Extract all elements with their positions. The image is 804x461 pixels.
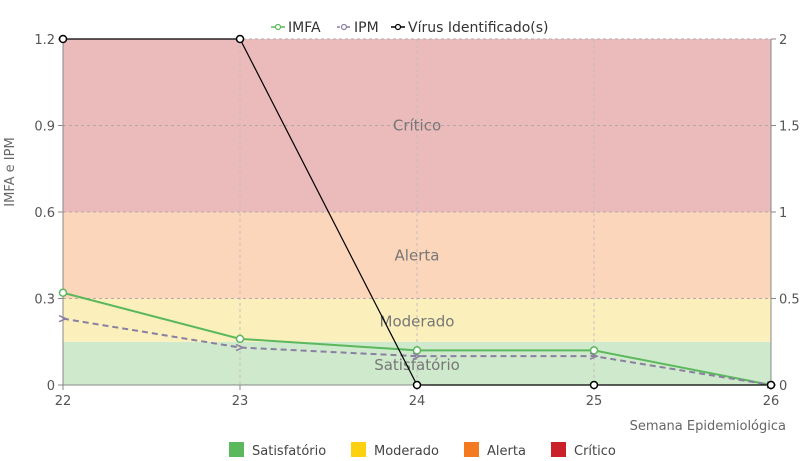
x-tick-label: 26	[763, 394, 780, 409]
data-point[interactable]	[589, 346, 599, 355]
legend-label: Satisfatório	[252, 444, 326, 459]
legend-item-imfa[interactable]: IMFA	[271, 20, 321, 36]
legend-marker	[340, 23, 348, 31]
legend-item-cr-tico[interactable]: Crítico	[551, 442, 616, 459]
data-point[interactable]	[589, 380, 599, 390]
band-label: Crítico	[393, 117, 441, 135]
legend-swatch	[351, 442, 366, 457]
data-point[interactable]	[412, 346, 422, 355]
data-point[interactable]	[412, 352, 422, 360]
legend-swatch	[551, 442, 566, 457]
legend-label: Vírus Identificado(s)	[408, 20, 549, 36]
legend-marker	[274, 23, 282, 31]
y-axis-title: IMFA e IPM	[3, 137, 18, 206]
y-tick-label: 0.9	[34, 120, 55, 135]
data-point[interactable]	[589, 352, 599, 360]
legend-label: Crítico	[574, 444, 616, 459]
y-tick-label: 1.2	[34, 33, 55, 48]
bottom-legend[interactable]: Satisfatório Moderado Alerta Crítico	[229, 442, 616, 459]
x-tick-label: 24	[409, 394, 426, 409]
y-tick-label: 0	[47, 379, 55, 394]
x-tick-label: 22	[55, 394, 72, 409]
y2-tick-label: 1.5	[779, 120, 800, 135]
legend-label: Alerta	[487, 444, 526, 459]
data-point[interactable]	[58, 34, 68, 44]
band-label: Alerta	[395, 246, 440, 264]
y2-tick-label: 1	[779, 206, 787, 221]
x-tick-label: 23	[232, 394, 249, 409]
y2-tick-label: 2	[779, 33, 787, 48]
data-point[interactable]	[235, 334, 245, 344]
band-label: Satisfatório	[374, 356, 460, 374]
x-axis-title: Semana Epidemiológica	[630, 419, 786, 434]
series-line-ipm	[62, 317, 772, 386]
band-label: Moderado	[380, 313, 455, 331]
data-point[interactable]	[58, 288, 68, 297]
data-point[interactable]	[235, 34, 245, 44]
series-points	[58, 34, 776, 390]
legend-item-moderado[interactable]: Moderado	[351, 442, 439, 459]
severity-bands	[63, 39, 771, 385]
data-point[interactable]	[235, 343, 245, 352]
band-labels: Crítico Alerta Moderado Satisfatório	[374, 117, 460, 374]
top-legend[interactable]: IMFA IPM Vírus Identificado(s)	[271, 20, 549, 36]
legend-swatch	[464, 442, 479, 457]
legend-label: Moderado	[374, 444, 439, 459]
data-point[interactable]	[412, 380, 422, 390]
y-tick-label: 0.6	[34, 206, 55, 221]
x-tick-label: 25	[586, 394, 603, 409]
y2-tick-label: 0	[779, 379, 787, 394]
data-point[interactable]	[58, 314, 68, 323]
y-tick-label: 0.3	[34, 293, 55, 308]
legend-label: IMFA	[288, 20, 321, 36]
legend-swatch	[229, 442, 244, 457]
data-point[interactable]	[766, 380, 776, 390]
legend-item-satisfat-rio[interactable]: Satisfatório	[229, 442, 326, 459]
legend-label: IPM	[354, 20, 379, 36]
legend-item-alerta[interactable]: Alerta	[464, 442, 526, 459]
legend-item-v-rus-identificado-s-[interactable]: Vírus Identificado(s)	[391, 20, 549, 36]
legend-marker	[394, 23, 402, 31]
legend-item-ipm[interactable]: IPM	[337, 20, 379, 36]
y2-tick-label: 0.5	[779, 293, 800, 308]
